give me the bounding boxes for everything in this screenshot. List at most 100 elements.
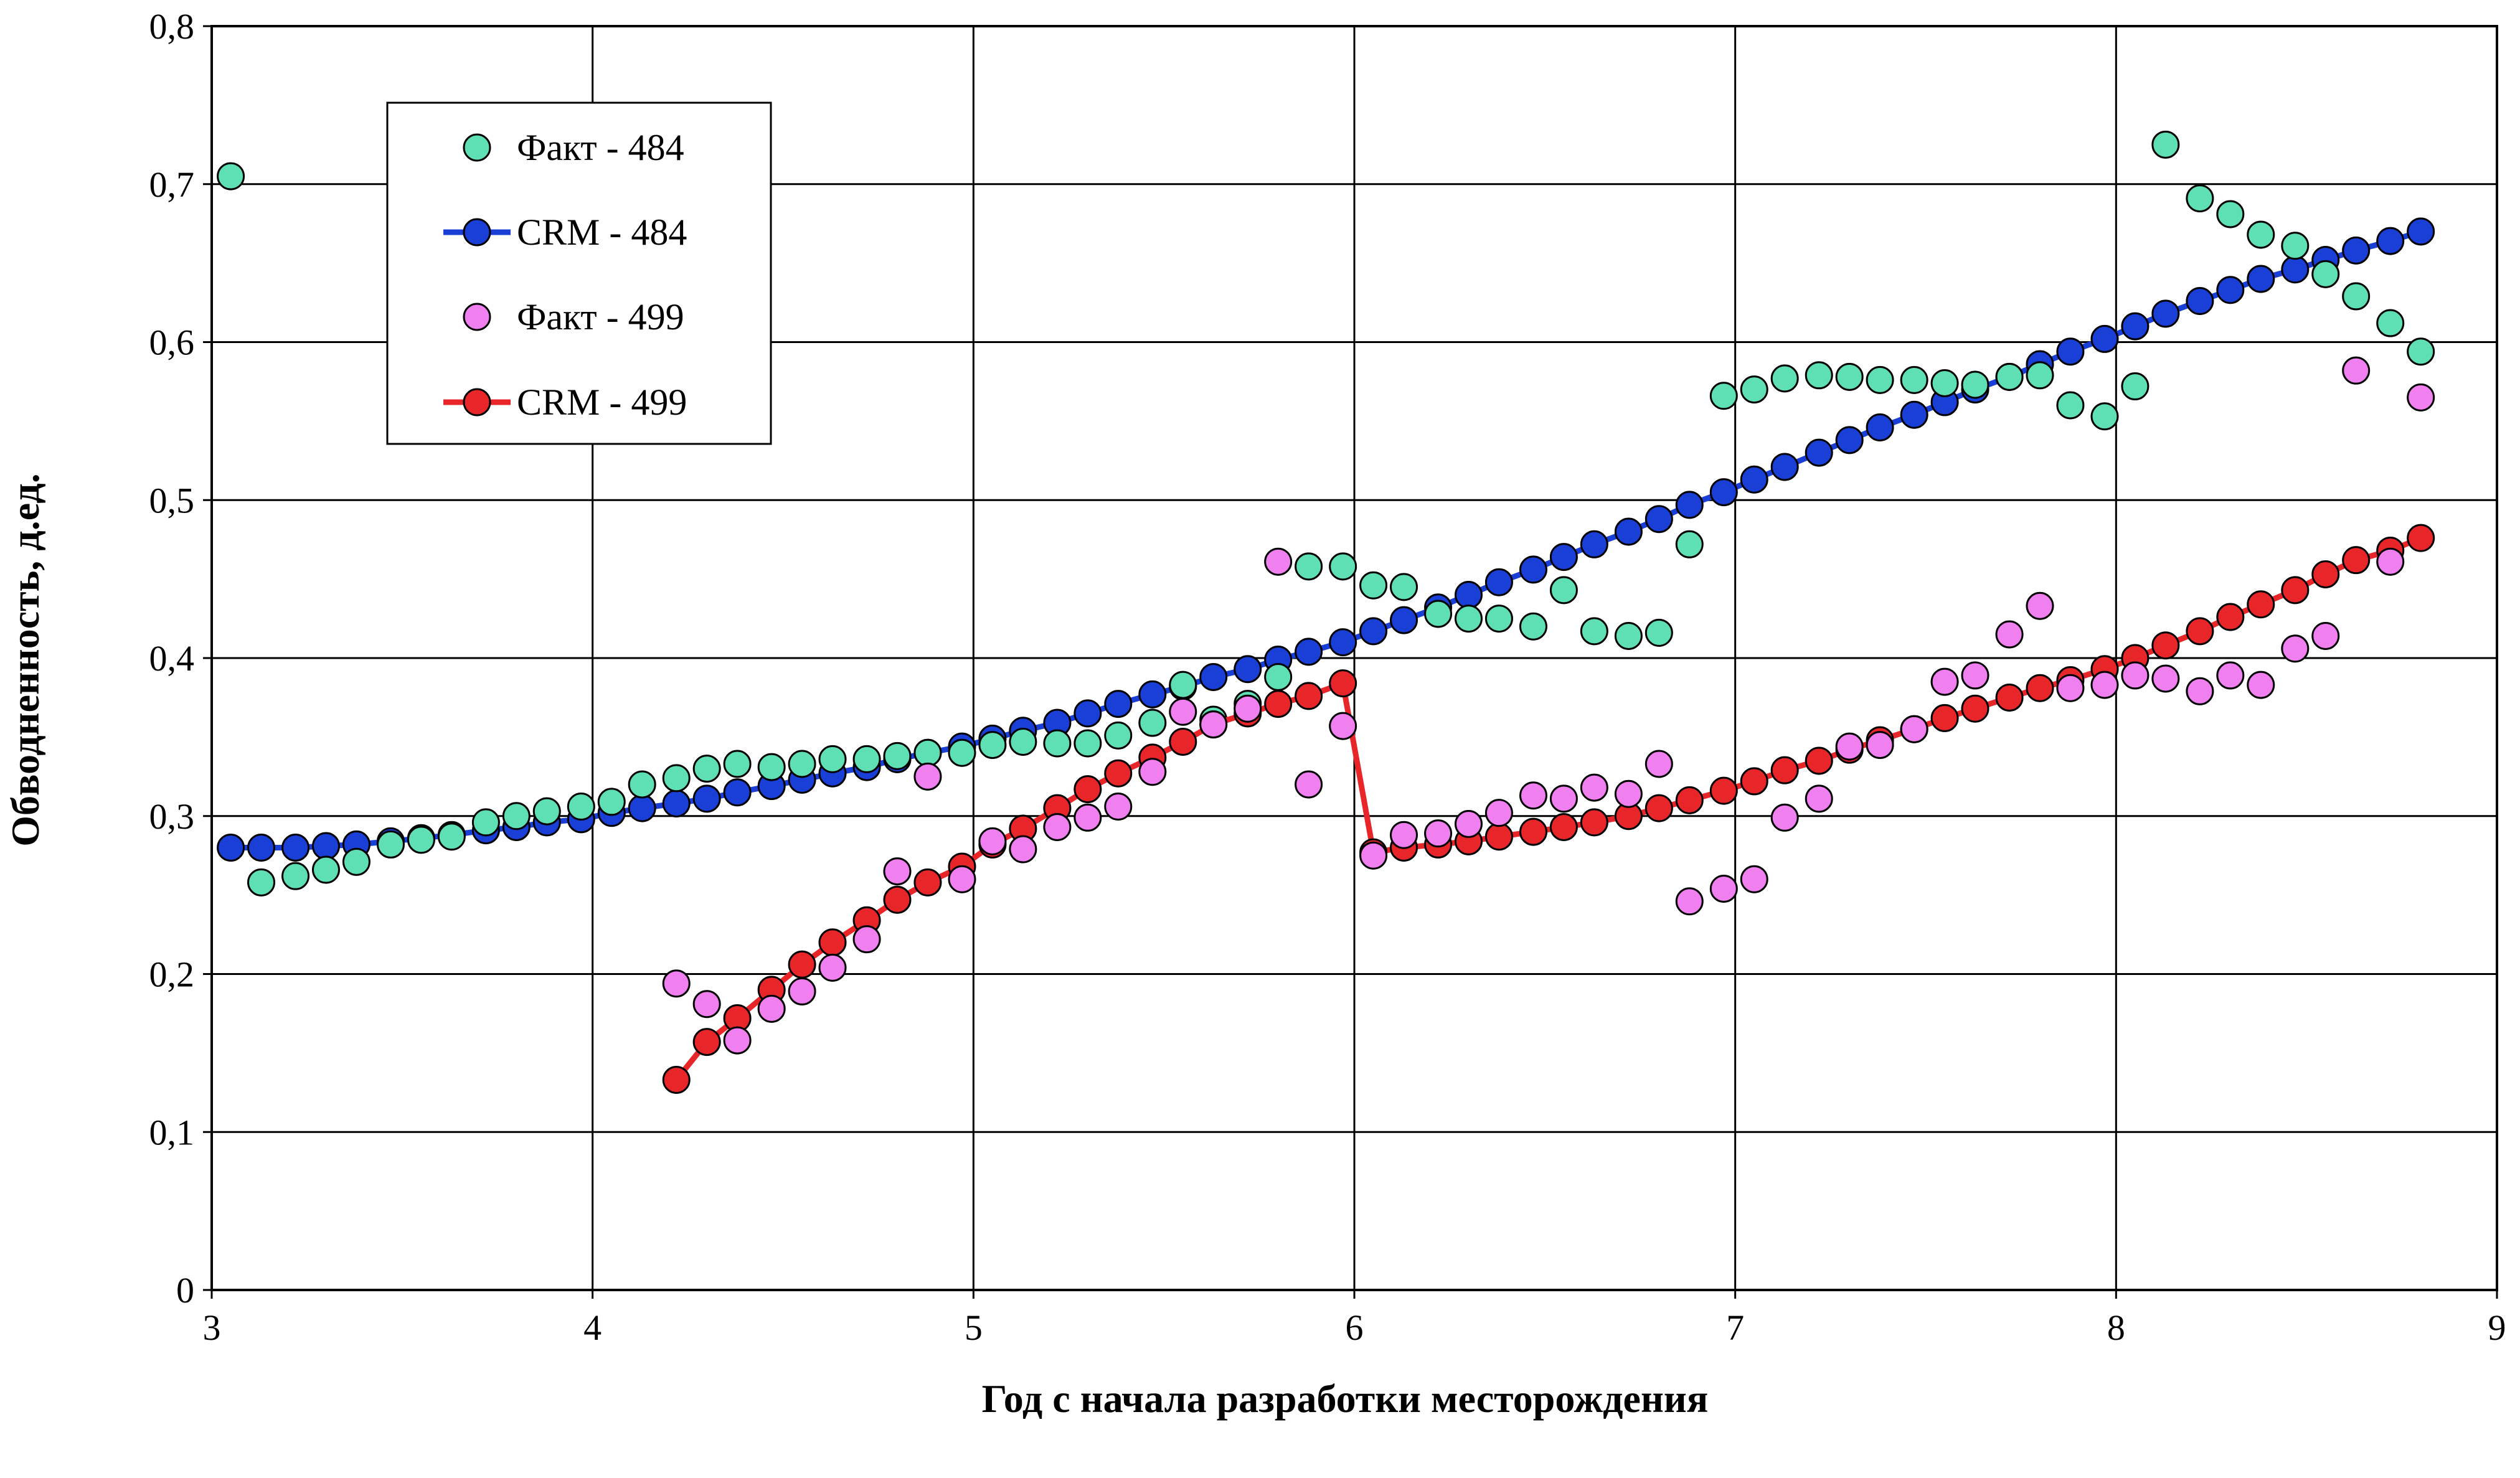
data-point [1295,770,1323,799]
data-point [2186,184,2214,213]
data-point [1074,699,1102,728]
data-point [1866,413,1894,442]
data-point [1580,617,1608,646]
data-point [1549,813,1578,842]
data-point [1900,365,1928,394]
data-point [913,762,942,791]
data-point [788,750,816,778]
data-point [1961,370,1989,399]
data-point [1866,731,1894,760]
data-point [1104,793,1133,821]
data-point [1295,682,1323,710]
data-point [2247,220,2275,249]
data-point [2407,383,2435,412]
y-tick-label: 0,1 [149,1112,195,1152]
data-point [662,764,691,793]
data-point [2056,674,2085,702]
data-point [1519,555,1547,584]
data-point [1329,669,1357,698]
data-point [1519,612,1547,641]
data-point [312,832,340,860]
data-point [1645,505,1673,534]
data-point [1645,618,1673,647]
legend-item: Факт - 484 [463,127,684,168]
y-axis-title: Обводненность, д.ед. [3,473,47,846]
data-point [2026,674,2054,702]
data-point [312,855,340,884]
y-tick-label: 0,3 [149,796,195,837]
data-point [2090,324,2119,353]
y-tick-label: 0,8 [149,6,195,47]
x-tick-label: 5 [965,1307,983,1348]
data-point [1138,680,1167,708]
data-point [597,788,626,816]
data-point [818,745,847,773]
data-point [1770,453,1799,481]
data-point [1549,784,1578,813]
data-point [1835,362,1864,391]
data-point [948,738,976,767]
data-point [1995,620,2024,649]
data-point [1805,361,1833,390]
data-point [2186,287,2214,316]
data-point [1484,799,1513,827]
data-point [2247,265,2275,293]
data-point [2216,200,2245,228]
data-point [1390,821,1418,849]
y-tick-label: 0,5 [149,480,195,520]
data-point [1580,530,1608,558]
data-point [1740,865,1768,893]
data-point [1074,803,1102,832]
data-point [2090,671,2119,699]
legend-marker [463,388,491,417]
data-point [1390,573,1418,601]
data-point [662,1066,691,1094]
data-point [2376,309,2405,337]
data-point [1359,617,1388,646]
data-point [1390,606,1418,634]
data-point [913,868,942,897]
y-tick-label: 0,2 [149,954,195,995]
data-point [2247,590,2275,619]
data-point [2151,664,2180,693]
data-point [1199,710,1228,739]
data-point [2216,603,2245,631]
data-point [662,969,691,998]
data-point [1329,628,1357,657]
data-point [818,928,847,957]
data-point [281,834,310,862]
data-point [2151,631,2180,660]
data-point [1519,781,1547,810]
data-point [1580,808,1608,837]
data-point [818,953,847,982]
data-point [1074,775,1102,804]
x-axis-ticks: 3 4 5 6 7 8 9 [203,1290,2506,1348]
x-tick-label: 6 [1346,1307,1364,1348]
data-point [2186,617,2214,646]
data-point [1709,478,1738,507]
series-факт-499 [662,356,2435,1055]
data-point [1329,552,1357,581]
x-tick-label: 3 [203,1307,221,1348]
data-point [1519,817,1547,846]
data-point [1104,721,1133,750]
data-point [2090,402,2119,431]
data-point [1009,727,1037,756]
data-point [1549,543,1578,572]
data-point [2186,677,2214,705]
data-point [1104,690,1133,718]
data-point [1484,822,1513,851]
data-point [852,925,881,954]
data-point [1169,727,1197,756]
data-point [1930,369,1959,397]
data-point [502,802,531,831]
data-point [723,778,752,807]
data-point [471,808,500,837]
data-point [376,830,405,859]
legend-box [386,101,772,445]
data-point [852,745,881,773]
data-point [1770,803,1799,832]
data-point [757,994,786,1023]
data-point [1675,530,1704,558]
data-point [1614,779,1643,808]
